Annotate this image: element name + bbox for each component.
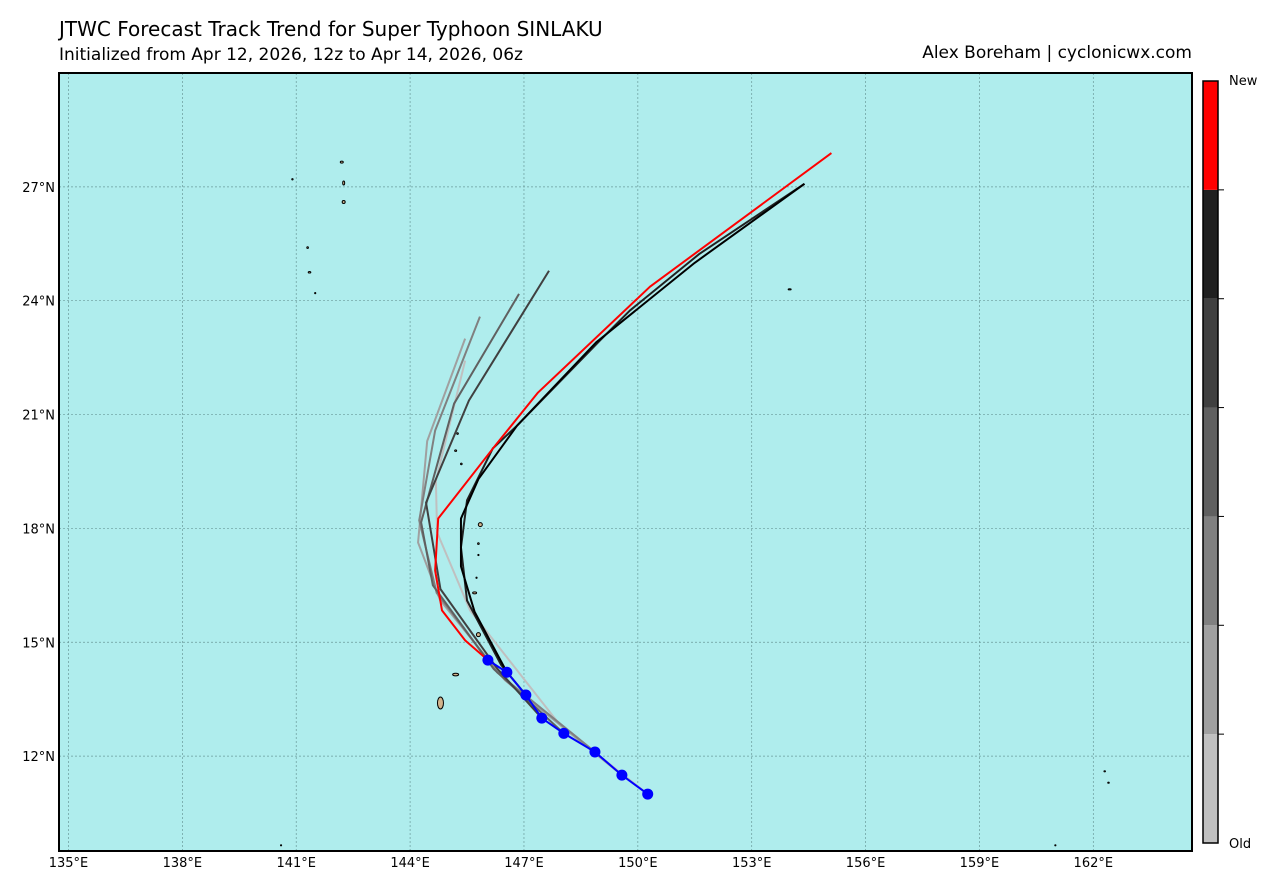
x-tick-label: 144°E [390, 856, 430, 871]
forecast-track-line [459, 183, 806, 673]
observed-track [482, 654, 654, 800]
island [472, 591, 478, 595]
forecast-track-line [434, 152, 833, 661]
island [291, 178, 294, 181]
colorbar-old-label: Old [1229, 837, 1252, 852]
forecast-track-line [420, 293, 565, 735]
y-tick-label: 27°N [22, 181, 55, 196]
observed-position-marker [536, 712, 548, 724]
x-tick-label: 159°E [960, 856, 1000, 871]
observed-position-marker [642, 788, 654, 800]
x-tick-label: 135°E [49, 856, 89, 871]
colorbar-segment [1203, 298, 1218, 408]
ocean-background [59, 73, 1192, 851]
colorbar-segment [1203, 407, 1218, 517]
island [787, 288, 792, 291]
y-tick-label: 24°N [22, 295, 55, 310]
x-tick-label: 156°E [846, 856, 886, 871]
island [477, 542, 480, 545]
x-tick-label: 153°E [732, 856, 772, 871]
island [342, 180, 346, 186]
observed-position-marker [589, 746, 601, 758]
credit-text: Alex Boreham | cyclonicwx.com [922, 43, 1192, 63]
island [477, 522, 483, 528]
x-tick-label: 138°E [163, 856, 203, 871]
y-tick-label: 15°N [22, 636, 55, 651]
island [460, 462, 463, 466]
island [477, 553, 480, 557]
island [1054, 844, 1057, 847]
observed-position-marker [520, 689, 532, 701]
island [341, 200, 346, 205]
colorbar-segment [1203, 189, 1218, 299]
x-tick-label: 162°E [1074, 856, 1114, 871]
observed-position-marker [558, 727, 570, 739]
y-tick-label: 12°N [22, 750, 55, 765]
island [314, 292, 317, 295]
island [475, 576, 478, 579]
island [307, 270, 312, 274]
gridlines [59, 73, 1192, 851]
island [1103, 770, 1107, 773]
y-tick-label: 18°N [22, 522, 55, 537]
x-tick-label: 141°E [276, 856, 316, 871]
x-tick-label: 147°E [504, 856, 544, 871]
island [306, 246, 309, 249]
colorbar-segment [1203, 734, 1218, 843]
island [475, 632, 481, 638]
observed-position-marker [482, 654, 494, 666]
colorbar-segment [1203, 516, 1218, 626]
x-tick-label: 150°E [618, 856, 658, 871]
axis-ticks: 135°E 138°E 141°E 144°E 147°E 150°E 153°E 156°E… [22, 181, 1113, 871]
island [279, 844, 283, 847]
plot-frame [58, 72, 1193, 852]
island [1107, 781, 1110, 784]
island [452, 672, 460, 677]
island [339, 160, 344, 164]
islands [279, 160, 1110, 847]
colorbar-frame [1202, 80, 1219, 844]
observed-position-marker [616, 769, 628, 781]
island [454, 449, 458, 452]
colorbar-new-label: New [1229, 74, 1258, 89]
colorbar-segment [1203, 625, 1218, 735]
chart-title: JTWC Forecast Track Trend for Super Typh… [59, 17, 603, 41]
colorbar [1202, 80, 1224, 844]
colorbar-segment [1203, 81, 1218, 190]
island [456, 432, 459, 435]
y-tick-label: 21°N [22, 409, 55, 424]
chart-subtitle: Initialized from Apr 12, 2026, 12z to Ap… [59, 45, 523, 65]
observed-position-marker [501, 666, 513, 678]
island [436, 696, 444, 710]
